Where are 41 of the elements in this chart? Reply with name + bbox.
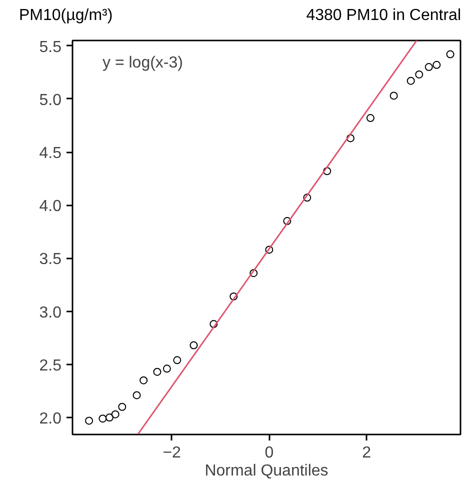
point — [406, 76, 415, 85]
y-tick-label: 5.5 — [39, 38, 62, 56]
point — [323, 167, 332, 176]
point — [173, 356, 182, 364]
point — [366, 114, 374, 122]
point — [98, 414, 107, 423]
point — [415, 70, 424, 78]
point — [230, 292, 238, 300]
y-tick-label: 2.5 — [39, 357, 62, 374]
point — [432, 60, 441, 69]
point — [118, 402, 126, 411]
x-tick-label: 0 — [264, 444, 274, 462]
y-tick-label: 5.0 — [39, 92, 62, 109]
point — [190, 341, 198, 350]
point — [106, 414, 114, 422]
point — [446, 50, 454, 58]
point — [210, 320, 218, 328]
point — [111, 410, 120, 418]
y-tick-label: 3.5 — [39, 251, 62, 268]
x-axis-title: Normal Quantiles — [204, 462, 328, 480]
point — [265, 246, 274, 254]
annotation: y = log(x-3) — [102, 54, 183, 72]
y-tick-label: 3.0 — [39, 304, 62, 322]
y-tick-label: 2.0 — [39, 410, 62, 428]
point — [283, 217, 292, 226]
x-tick-label: 2 — [362, 444, 372, 462]
point — [132, 391, 141, 400]
y-tick-label: 4.5 — [39, 145, 62, 162]
point — [250, 269, 258, 278]
point — [153, 368, 162, 376]
point — [162, 364, 171, 373]
point — [424, 63, 433, 72]
point — [390, 92, 398, 100]
point — [85, 416, 94, 425]
y-axis-title: PM10(µg/m³) — [18, 6, 113, 26]
x-tick-label: −2 — [162, 444, 182, 462]
chart-title: 4380 PM10 in Central — [306, 6, 461, 26]
point — [303, 194, 312, 202]
y-tick-label: 4.0 — [39, 198, 62, 216]
point — [140, 376, 148, 384]
point — [346, 134, 354, 142]
